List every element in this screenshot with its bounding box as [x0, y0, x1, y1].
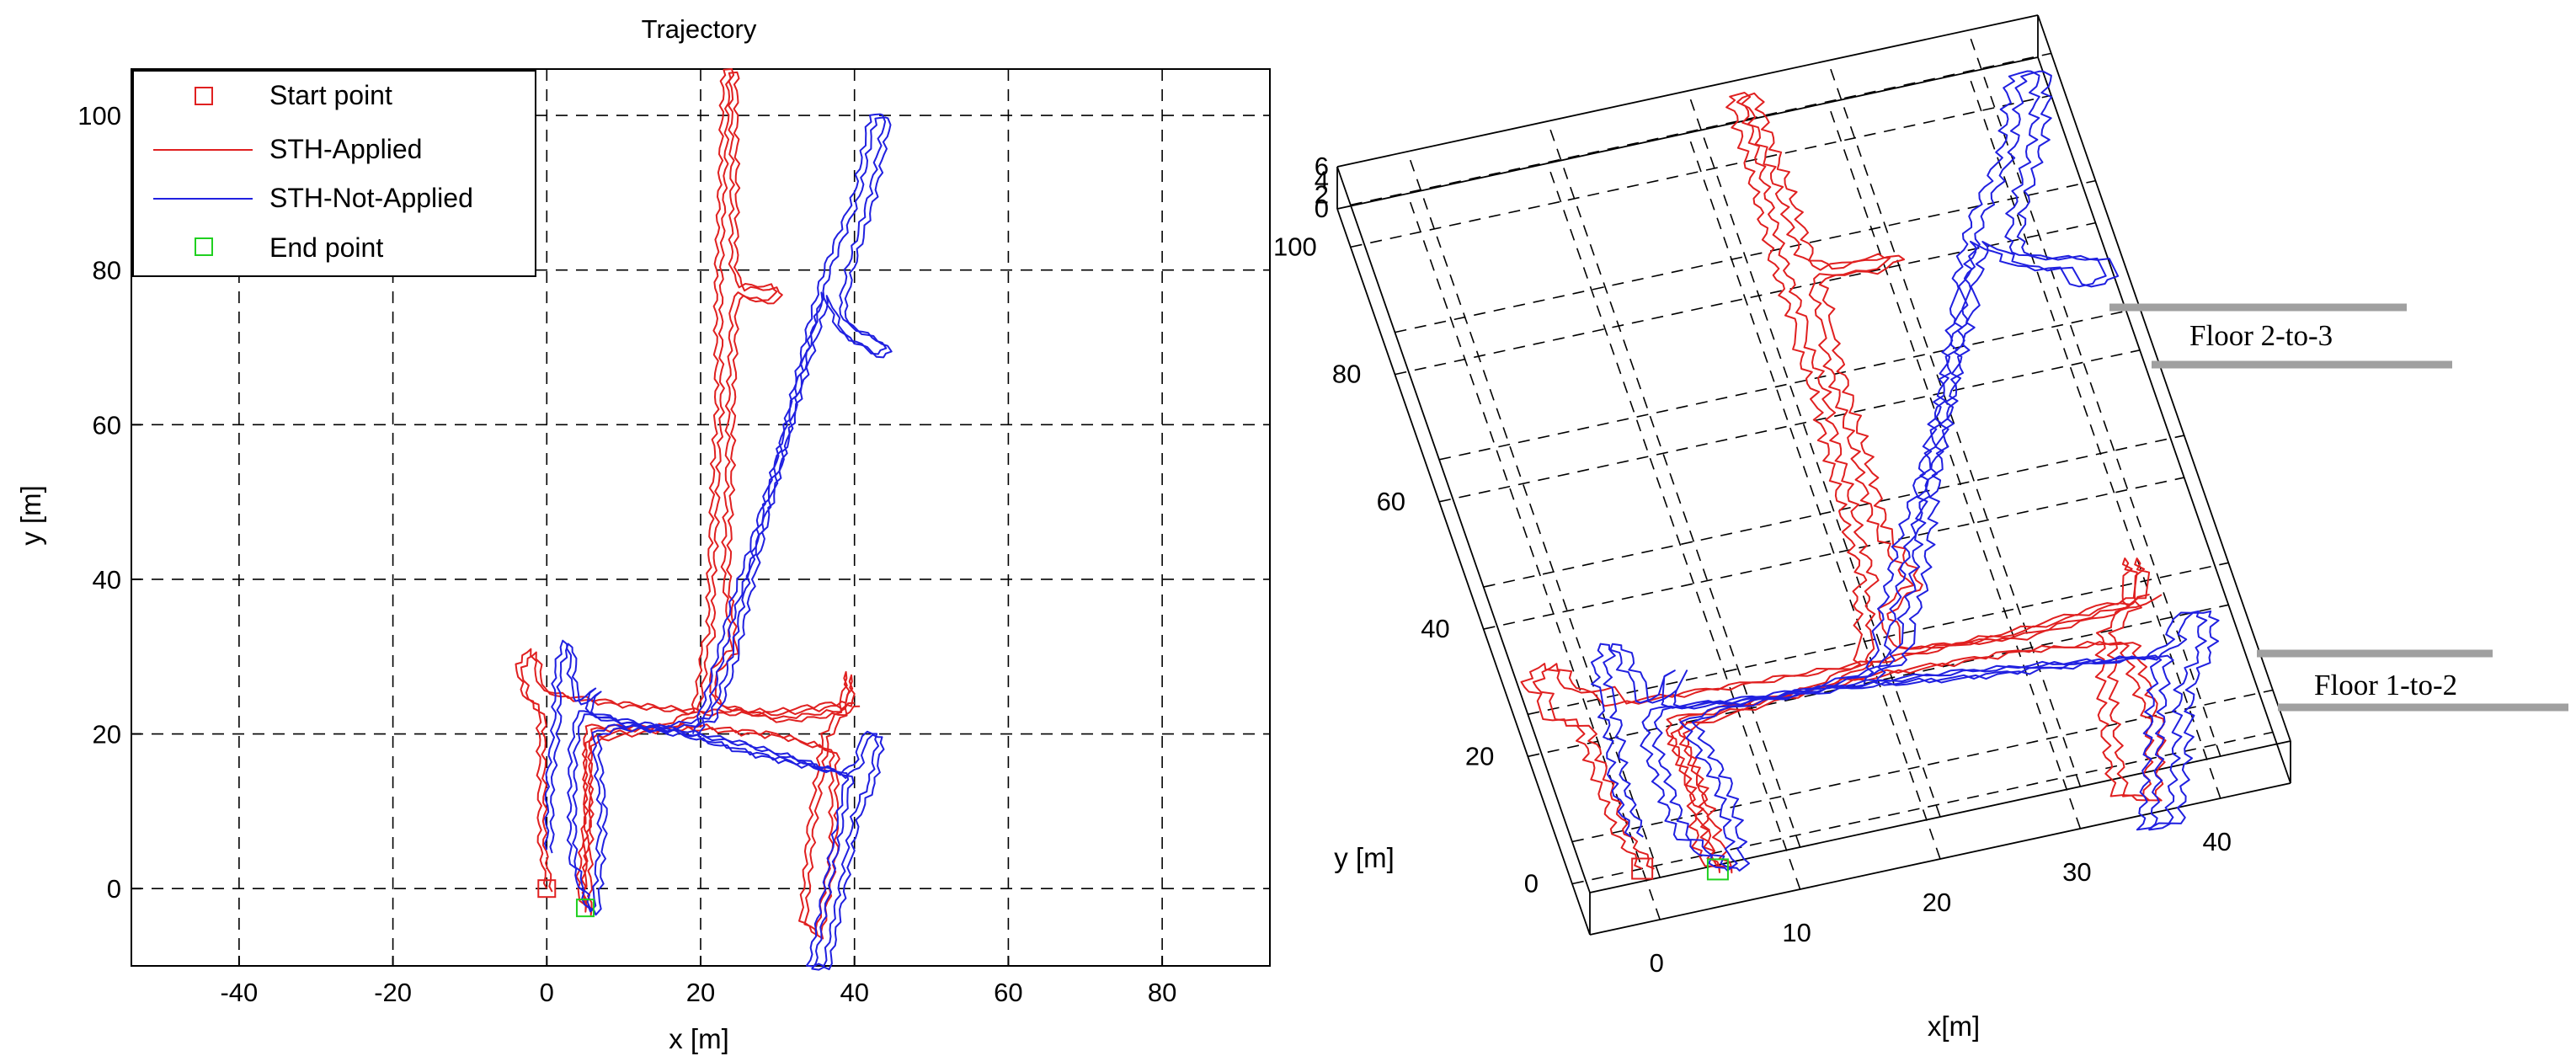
- tick-label-x-2: 0: [540, 978, 554, 1007]
- tick-label-3d-x-3: 30: [2062, 857, 2091, 887]
- trajectory-2d-chart: Trajectory -40 -20 0 20 40 60 80 0 20 40 60 80 100 x…: [15, 14, 1271, 1054]
- grid-3d-y-1-3: [1438, 307, 2141, 461]
- grid-3d-x-0-4: [1967, 72, 2221, 799]
- legend-start-label: Start point: [269, 80, 392, 110]
- chart-title: Trajectory: [642, 14, 757, 44]
- grid-3d-y-1-5: [1350, 52, 2051, 206]
- legend-start-marker: [195, 87, 213, 105]
- x-axis-label-3d: x[m]: [1928, 1011, 1980, 1042]
- legend-sth-not-applied-label: STH-Not-Applied: [269, 183, 473, 213]
- box-edge-1: [2037, 56, 2291, 784]
- grid-3d-y-0-2: [1483, 477, 2184, 630]
- grid-3d-y-1-0: [1571, 689, 2274, 843]
- series-3d-sth-applied-line-1: [1532, 92, 2167, 874]
- series-sth-not-applied-line-0: [544, 113, 888, 968]
- start-point-marker: [537, 879, 557, 899]
- grid-3d-y-0-0: [1571, 731, 2274, 885]
- box-edge-3: [1336, 208, 1591, 936]
- grid-2d: [131, 69, 1270, 966]
- tick-label-x-6: 80: [1148, 978, 1176, 1007]
- end-point-marker-3d: [1706, 858, 1729, 881]
- grid-3d-y-0-4: [1395, 221, 2096, 376]
- grid-3d-y-1-2: [1483, 435, 2184, 588]
- grid-3d-x-0-3: [1827, 102, 2082, 829]
- grid-3d-x-1-0: [1406, 151, 1661, 878]
- legend: Start point STH-Applied STH-Not-Applied …: [132, 70, 536, 277]
- tick-label-3d-z-3: 6: [1315, 152, 1329, 181]
- tick-label-3d-y-4: 80: [1332, 360, 1361, 389]
- tick-label-x-1: -20: [374, 978, 412, 1007]
- tick-label-3d-x-4: 40: [2203, 827, 2232, 856]
- tick-label-x-5: 60: [994, 978, 1022, 1007]
- y-axis-label: y [m]: [15, 485, 46, 546]
- ticks-2d: -40 -20 0 20 40 60 80 0 20 40 60 80 100: [77, 101, 1176, 1007]
- floor-2-to-3-label: Floor 2-to-3: [2189, 319, 2333, 352]
- box-edge-5: [2037, 14, 2291, 742]
- grid-3d-y-0-5: [1350, 94, 2051, 248]
- legend-end-label: End point: [269, 232, 383, 263]
- legend-sth-applied-label: STH-Applied: [269, 134, 422, 164]
- legend-end-marker: [195, 237, 213, 256]
- markers-2d: [537, 879, 595, 918]
- tick-label-3d-x-1: 10: [1782, 918, 1811, 947]
- tick-label-y-2: 40: [93, 565, 121, 595]
- grid-3d-x-1-2: [1687, 90, 1941, 818]
- tick-label-y-1: 20: [93, 720, 121, 749]
- tick-label-3d-y-2: 40: [1421, 614, 1449, 643]
- tick-label-x-0: -40: [220, 978, 258, 1007]
- series-sth-not-applied-line-1: [549, 116, 893, 971]
- tick-label-3d-x-0: 0: [1650, 948, 1664, 978]
- tick-label-y-4: 80: [93, 256, 121, 285]
- tick-label-3d-y-5: 100: [1273, 232, 1317, 261]
- box-3d: [1336, 14, 2291, 936]
- tick-label-y-3: 60: [93, 410, 121, 440]
- y-axis-label-3d: y [m]: [1334, 842, 1395, 873]
- tick-label-y-0: 0: [107, 874, 121, 904]
- series-3d-sth-not-applied-line-1: [1603, 70, 2220, 872]
- tick-label-x-4: 40: [840, 978, 868, 1007]
- series-2d: [515, 68, 893, 971]
- start-point-marker-3d: [1631, 857, 1654, 880]
- x-axis-label: x [m]: [669, 1023, 729, 1054]
- grid-3d-x-0-2: [1687, 132, 1941, 860]
- grid-3d-y-1-1: [1528, 562, 2229, 716]
- series-3d: [1520, 70, 2220, 874]
- tick-label-3d-z-2: 4: [1315, 166, 1329, 195]
- tick-label-3d-y-0: 0: [1524, 869, 1539, 899]
- tick-label-3d-z-0: 0: [1315, 194, 1329, 223]
- grid-3d-y-0-3: [1438, 349, 2141, 503]
- series-3d-sth-not-applied-line-0: [1590, 70, 2208, 872]
- tick-label-3d-x-2: 20: [1923, 888, 1951, 917]
- grid-3d-x-0-1: [1546, 163, 1801, 890]
- grid-3d-x-1-1: [1546, 120, 1801, 848]
- box-edge-7: [1336, 166, 1591, 893]
- tick-label-3d-y-3: 60: [1377, 487, 1405, 516]
- floor-1-to-2-label: Floor 1-to-2: [2314, 669, 2457, 701]
- tick-label-y-5: 100: [77, 101, 121, 131]
- markers-3d: [1631, 857, 1729, 881]
- tick-label-3d-y-1: 20: [1465, 741, 1494, 771]
- grid-3d-y-0-1: [1528, 604, 2229, 758]
- tick-label-x-3: 20: [686, 978, 715, 1007]
- series-sth-applied-line-0: [515, 68, 855, 936]
- tick-label-3d-z-1: 2: [1315, 179, 1329, 209]
- end-point-marker: [575, 899, 595, 918]
- series-3d-sth-applied-line-0: [1520, 92, 2155, 873]
- series-sth-applied-line-1: [520, 71, 861, 940]
